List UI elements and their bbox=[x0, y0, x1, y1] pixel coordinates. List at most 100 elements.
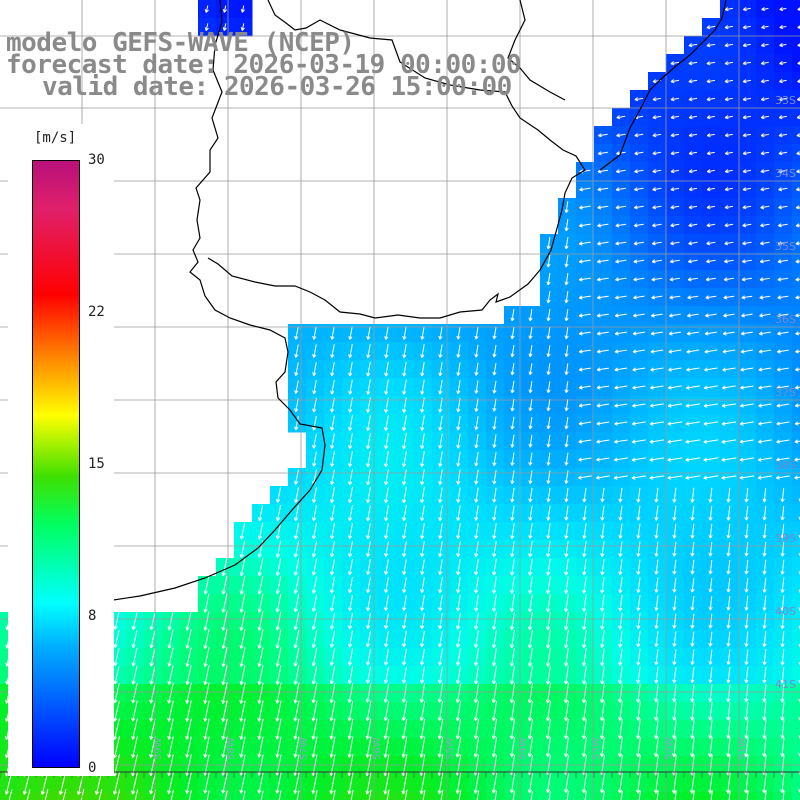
wave-arrow bbox=[652, 187, 662, 192]
wave-arrow bbox=[723, 277, 734, 282]
ocean-cell bbox=[144, 792, 163, 800]
wave-arrow bbox=[688, 241, 698, 246]
wave-arrow bbox=[330, 326, 335, 340]
wave-arrow bbox=[348, 344, 353, 359]
ocean-cell bbox=[108, 792, 127, 800]
wave-arrow bbox=[402, 361, 407, 377]
valid-date: valid date: 2026-03-26 15:00:00 bbox=[42, 72, 512, 102]
wave-arrow bbox=[402, 344, 407, 359]
wave-arrow bbox=[578, 277, 591, 282]
wave-arrow bbox=[633, 295, 645, 300]
ocean-cell bbox=[792, 198, 800, 217]
wave-arrow bbox=[778, 97, 787, 102]
wave-arrow bbox=[796, 187, 800, 192]
wave-arrow bbox=[670, 133, 680, 138]
wave-arrow bbox=[706, 223, 716, 228]
latitude-label: 38S bbox=[775, 459, 796, 472]
wave-arrow bbox=[706, 61, 716, 66]
ocean-cell bbox=[468, 792, 487, 800]
wave-arrow bbox=[777, 277, 789, 282]
wave-arrow bbox=[546, 236, 551, 250]
wave-arrow bbox=[615, 205, 627, 210]
wave-arrow bbox=[670, 169, 680, 174]
wave-arrow bbox=[688, 97, 698, 102]
wave-arrow bbox=[634, 97, 644, 102]
wave-arrow bbox=[633, 241, 645, 246]
wave-arrow bbox=[546, 345, 551, 358]
wave-arrow bbox=[652, 97, 662, 102]
ocean-cell bbox=[180, 792, 199, 800]
ocean-cell bbox=[450, 792, 469, 800]
wave-arrow bbox=[742, 61, 751, 66]
longitude-label: 59W bbox=[153, 737, 164, 760]
wave-arrow bbox=[564, 291, 569, 304]
wave-arrow bbox=[688, 169, 697, 174]
wave-arrow bbox=[742, 97, 751, 102]
wave-arrow bbox=[615, 169, 626, 174]
wave-arrow bbox=[669, 277, 681, 282]
ocean-cell bbox=[792, 18, 800, 37]
ocean-cell bbox=[18, 792, 37, 800]
ocean-cell bbox=[36, 792, 55, 800]
longitude-label: 55W bbox=[445, 737, 456, 760]
wave-arrow bbox=[797, 61, 800, 65]
wave-arrow bbox=[760, 151, 770, 156]
wave-arrow bbox=[578, 241, 591, 246]
wave-arrow bbox=[615, 223, 627, 228]
wave-arrow bbox=[312, 326, 317, 340]
wave-arrow bbox=[650, 349, 664, 354]
wave-arrow bbox=[597, 241, 609, 246]
wave-arrow bbox=[652, 169, 662, 174]
wave-arrow bbox=[778, 205, 788, 210]
ocean-cell bbox=[486, 792, 505, 800]
wave-arrow bbox=[633, 223, 644, 228]
ocean-cell bbox=[360, 792, 379, 800]
ocean-cell bbox=[792, 54, 800, 73]
wave-arrow bbox=[706, 115, 715, 120]
wave-arrow bbox=[632, 313, 645, 318]
wave-arrow bbox=[795, 295, 800, 300]
wave-arrow bbox=[222, 5, 227, 13]
wave-arrow bbox=[564, 237, 569, 250]
ocean-cell bbox=[792, 738, 800, 757]
wave-arrow bbox=[688, 133, 697, 138]
wave-arrow bbox=[474, 344, 479, 358]
wave-arrow bbox=[742, 25, 751, 30]
wave-arrow bbox=[724, 115, 733, 120]
latitude-label: 41S bbox=[775, 678, 796, 691]
wave-arrow bbox=[778, 187, 788, 192]
ocean-cell bbox=[234, 792, 253, 800]
ocean-cell bbox=[792, 162, 800, 181]
wave-arrow bbox=[706, 151, 715, 156]
wave-arrow bbox=[687, 313, 699, 318]
wave-arrow bbox=[742, 205, 752, 210]
wave-arrow bbox=[670, 115, 680, 120]
wave-arrow bbox=[634, 133, 644, 138]
wave-arrow bbox=[420, 361, 425, 377]
wave-arrow bbox=[651, 295, 663, 300]
wave-arrow bbox=[528, 327, 533, 340]
wave-arrow bbox=[597, 151, 608, 156]
wave-arrow bbox=[597, 205, 609, 210]
ocean-cell bbox=[792, 720, 800, 739]
wave-arrow bbox=[795, 205, 800, 210]
wave-arrow bbox=[614, 313, 627, 318]
ocean-cell bbox=[792, 666, 800, 685]
wave-arrow bbox=[564, 273, 569, 286]
ocean-cell bbox=[792, 126, 800, 145]
wave-arrow bbox=[456, 326, 461, 340]
wave-arrow bbox=[779, 79, 787, 84]
wave-arrow bbox=[742, 169, 751, 174]
wave-arrow bbox=[204, 23, 209, 32]
ocean-cell bbox=[792, 594, 800, 613]
ocean-cell bbox=[252, 792, 271, 800]
wave-arrow bbox=[777, 241, 788, 246]
latitude-label: 37S bbox=[775, 386, 796, 399]
ocean-cell bbox=[792, 630, 800, 649]
ocean-cell bbox=[216, 792, 235, 800]
wave-arrow bbox=[670, 205, 680, 210]
wave-arrow bbox=[777, 331, 789, 336]
latitude-label: 33S bbox=[775, 94, 796, 107]
wave-arrow bbox=[797, 7, 800, 11]
wave-arrow bbox=[724, 223, 734, 228]
